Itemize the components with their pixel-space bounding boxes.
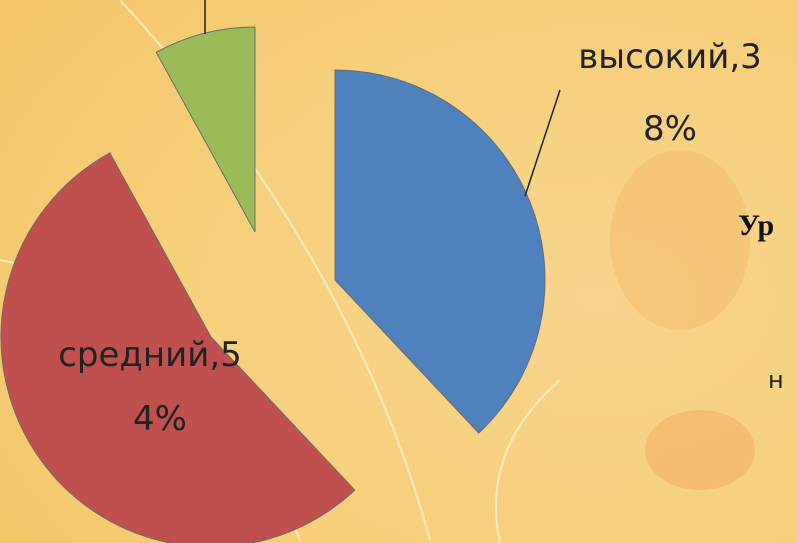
data-label: 8% bbox=[643, 109, 697, 149]
data-label: средний,5 bbox=[58, 335, 242, 375]
heading: Ур bbox=[738, 209, 774, 242]
leader-line bbox=[524, 89, 561, 197]
pie-slice bbox=[334, 69, 546, 434]
pie bbox=[0, 26, 546, 543]
pie-slice bbox=[155, 26, 256, 233]
data-label: 4% bbox=[133, 399, 187, 439]
decor bbox=[610, 150, 750, 330]
decor bbox=[645, 410, 755, 490]
pie-slice bbox=[0, 152, 356, 543]
data-label: высокий,3 bbox=[578, 37, 762, 77]
text-fragment: н bbox=[768, 366, 784, 394]
